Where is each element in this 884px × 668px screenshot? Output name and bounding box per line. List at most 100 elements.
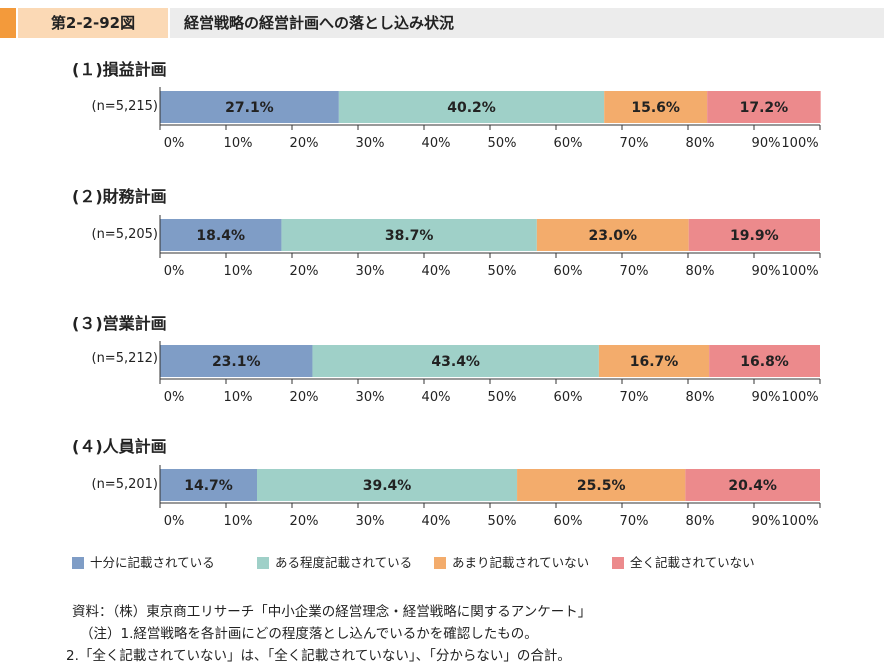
legend-item-2: ある程度記載されている <box>257 552 412 571</box>
sample-size-4: (n=5,201) <box>91 477 159 492</box>
x-tick-label-4-6: 60% <box>554 514 583 529</box>
x-tick-label-4-7: 70% <box>620 514 649 529</box>
x-tick-label-1-5: 50% <box>488 136 517 151</box>
x-tick-label-2-0: 0% <box>164 264 185 279</box>
x-tick-label-1-8: 80% <box>686 136 715 151</box>
x-tick-label-2-10: 100% <box>781 264 818 279</box>
data-label-4-1: 14.7% <box>184 478 233 494</box>
bar-segment-2-1 <box>160 219 282 251</box>
x-tick-label-4-5: 50% <box>488 514 517 529</box>
data-label-3-3: 16.7% <box>630 354 679 370</box>
data-label-3-2: 43.4% <box>431 354 480 370</box>
x-tick-label-3-10: 100% <box>781 390 818 405</box>
bar-segment-2-4 <box>688 219 820 251</box>
x-tick-label-4-2: 20% <box>290 514 319 529</box>
legend-label-2: ある程度記載されている <box>275 555 413 570</box>
x-tick-label-2-8: 80% <box>686 264 715 279</box>
data-label-2-3: 23.0% <box>588 228 637 244</box>
bar-segment-4-3 <box>517 469 686 501</box>
bar-segment-2-2 <box>281 219 537 251</box>
data-label-4-3: 25.5% <box>577 478 626 494</box>
legend-item-4: 全く記載されていない <box>612 552 755 571</box>
sample-size-3: (n=5,212) <box>91 351 159 366</box>
x-tick-label-4-10: 100% <box>781 514 818 529</box>
x-tick-label-4-0: 0% <box>164 514 185 529</box>
figure-title: 経営戦略の経営計画への落とし込み状況 <box>170 8 884 38</box>
x-tick-label-1-2: 20% <box>290 136 319 151</box>
x-tick-label-2-1: 10% <box>224 264 253 279</box>
x-tick-label-1-1: 10% <box>224 136 253 151</box>
bar-segment-4-1 <box>160 469 258 501</box>
x-tick-label-2-6: 60% <box>554 264 583 279</box>
x-tick-label-1-10: 100% <box>781 136 818 151</box>
x-tick-label-3-1: 10% <box>224 390 253 405</box>
data-label-3-4: 16.8% <box>740 354 789 370</box>
bar-segment-1-3 <box>604 91 708 123</box>
bar-segment-4-4 <box>685 469 820 501</box>
data-label-1-2: 40.2% <box>447 100 496 116</box>
x-tick-label-3-4: 40% <box>422 390 451 405</box>
data-label-1-3: 15.6% <box>631 100 680 116</box>
x-tick-label-3-5: 50% <box>488 390 517 405</box>
bar-segment-3-1 <box>160 345 313 377</box>
x-tick-label-1-0: 0% <box>164 136 185 151</box>
x-tick-label-1-7: 70% <box>620 136 649 151</box>
x-tick-label-4-4: 40% <box>422 514 451 529</box>
legend-label-3: あまり記載されていない <box>452 555 590 570</box>
bar-segment-2-3 <box>536 219 689 251</box>
sample-size-2: (n=5,205) <box>91 227 159 242</box>
figure-number: 第2-2-92図 <box>18 8 168 38</box>
data-label-2-4: 19.9% <box>730 228 779 244</box>
legend-swatch-4 <box>612 557 624 569</box>
bar-segment-3-3 <box>598 345 710 377</box>
x-tick-label-3-3: 30% <box>356 390 385 405</box>
x-tick-label-1-9: 90% <box>752 136 781 151</box>
data-label-1-4: 17.2% <box>740 100 789 116</box>
panel-title-2: (２)財務計画 <box>72 187 167 206</box>
legend-swatch-1 <box>72 557 84 569</box>
x-tick-label-4-1: 10% <box>224 514 253 529</box>
panel-title-1: (１)損益計画 <box>72 60 167 79</box>
data-label-4-4: 20.4% <box>728 478 777 494</box>
bar-segment-1-2 <box>338 91 605 123</box>
x-tick-label-2-4: 40% <box>422 264 451 279</box>
x-tick-label-2-2: 20% <box>290 264 319 279</box>
header-accent <box>0 8 16 38</box>
x-tick-label-4-8: 80% <box>686 514 715 529</box>
source-note: 資料：（株）東京商工リサーチ「中小企業の経営理念・経営戦略に関するアンケート」 <box>72 604 592 620</box>
x-tick-label-1-6: 60% <box>554 136 583 151</box>
panel-title-4: (４)人員計画 <box>72 437 167 456</box>
x-tick-label-3-2: 20% <box>290 390 319 405</box>
x-tick-label-1-4: 40% <box>422 136 451 151</box>
data-label-2-1: 18.4% <box>196 228 245 244</box>
x-tick-label-4-3: 30% <box>356 514 385 529</box>
x-tick-label-3-0: 0% <box>164 390 185 405</box>
x-tick-label-3-7: 70% <box>620 390 649 405</box>
x-tick-label-2-3: 30% <box>356 264 385 279</box>
note-2: 2.「全く記載されていない」は、「全く記載されていない」、「分からない」の合計。 <box>66 648 571 664</box>
bar-segment-4-2 <box>257 469 518 501</box>
panel-title-3: (３)営業計画 <box>72 314 167 333</box>
x-tick-label-2-5: 50% <box>488 264 517 279</box>
legend-swatch-3 <box>434 557 446 569</box>
bar-segment-3-2 <box>312 345 599 377</box>
legend-swatch-2 <box>257 557 269 569</box>
legend-item-1: 十分に記載されている <box>72 552 215 571</box>
x-tick-label-2-9: 90% <box>752 264 781 279</box>
x-tick-label-1-3: 30% <box>356 136 385 151</box>
data-label-3-1: 23.1% <box>212 354 261 370</box>
legend-label-4: 全く記載されていない <box>630 555 755 570</box>
note-1: （注）1.経営戦略を各計画にどの程度落とし込んでいるかを確認したもの。 <box>80 626 538 642</box>
sample-size-1: (n=5,215) <box>91 99 159 114</box>
x-tick-label-2-7: 70% <box>620 264 649 279</box>
bar-segment-1-4 <box>707 91 821 123</box>
bar-segment-1-1 <box>160 91 339 123</box>
data-label-1-1: 27.1% <box>225 100 274 116</box>
legend-item-3: あまり記載されていない <box>434 552 589 571</box>
x-tick-label-4-9: 90% <box>752 514 781 529</box>
x-tick-label-3-9: 90% <box>752 390 781 405</box>
legend-label-1: 十分に記載されている <box>90 555 215 570</box>
data-label-2-2: 38.7% <box>385 228 434 244</box>
x-tick-label-3-6: 60% <box>554 390 583 405</box>
